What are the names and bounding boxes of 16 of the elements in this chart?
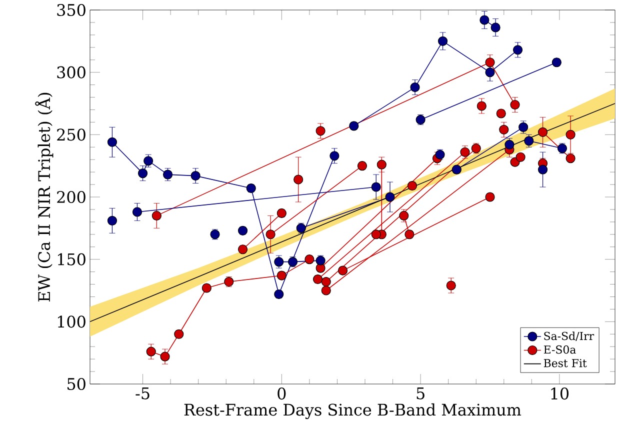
y-tick-label: 350 (57, 4, 86, 16)
legend-label: Best Fit (544, 359, 587, 368)
x-axis-title: Rest-Frame Days Since B-Band Maximum (184, 403, 522, 420)
y-axis-title: EW (Ca II NIR Triplet) (Å) (35, 92, 54, 302)
x-tick-label: -5 (136, 388, 150, 400)
legend-label: Sa-Sd/Irr (544, 332, 594, 341)
y-tick-label: 50 (68, 378, 86, 390)
y-tick-label: 300 (57, 66, 86, 78)
y-tick-label: 200 (57, 190, 86, 204)
legend-label: E-S0a (544, 345, 576, 354)
x-tick-label: 10 (551, 388, 569, 400)
y-tick-label: 150 (58, 253, 86, 266)
y-tick-label: 100 (58, 316, 86, 328)
x-tick-label: 0 (278, 388, 286, 400)
y-tick-label: 250 (57, 128, 86, 141)
x-tick-label: 5 (416, 388, 424, 400)
